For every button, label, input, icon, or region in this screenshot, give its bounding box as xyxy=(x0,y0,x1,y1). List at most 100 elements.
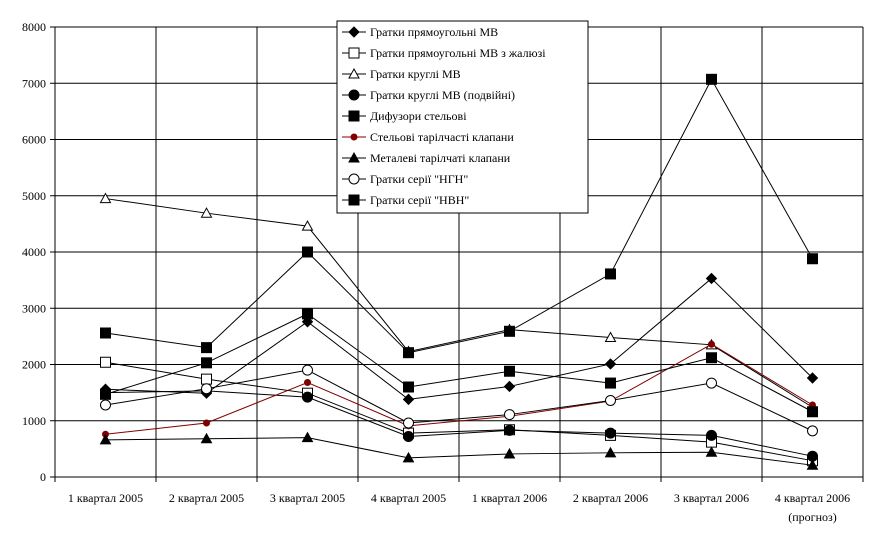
data-point xyxy=(301,220,314,231)
data-point xyxy=(403,417,414,429)
series-line xyxy=(105,369,813,432)
data-point xyxy=(605,427,616,439)
legend-entry: Гратки круглі МВ xyxy=(342,67,461,81)
data-point xyxy=(708,340,715,348)
data-point xyxy=(301,431,314,443)
data-point xyxy=(302,246,313,258)
data-point xyxy=(348,151,360,163)
series-line xyxy=(105,198,813,408)
legend-label: Дифузори стельові xyxy=(370,109,467,123)
legend-label: Гратки серії "НВН" xyxy=(370,193,469,207)
x-tick-label: 1 квартал 2005 xyxy=(68,491,143,505)
data-point xyxy=(807,406,818,418)
legend-entry: Гратки прямоугольні МВ з жалюзі xyxy=(342,46,546,60)
data-point xyxy=(200,207,213,218)
data-point xyxy=(402,451,415,463)
y-tick-label: 8000 xyxy=(22,20,46,34)
y-tick-label: 5000 xyxy=(22,189,46,203)
data-point xyxy=(201,357,212,369)
legend-label: Гратки прямоугольні МВ xyxy=(370,25,498,39)
x-tick-label: 4 квартал 2006 xyxy=(775,491,850,505)
legend-entry: Гратки круглі МВ (подвійні) xyxy=(342,88,515,102)
data-point xyxy=(403,431,414,442)
data-point xyxy=(100,356,111,368)
legend-label: Стельові тарілчасті клапани xyxy=(370,130,514,144)
data-point xyxy=(706,73,717,85)
legend-label: Гратки круглі МВ xyxy=(370,67,461,81)
data-point xyxy=(705,446,718,457)
data-point xyxy=(350,133,358,141)
data-point xyxy=(806,459,819,470)
data-point xyxy=(403,347,414,359)
data-point xyxy=(706,377,717,389)
y-tick-label: 2000 xyxy=(22,358,46,372)
data-point xyxy=(348,67,360,79)
data-point xyxy=(705,272,718,285)
data-point xyxy=(201,383,212,395)
chart-legend: Гратки прямоугольні МВ Гратки прямоугольн… xyxy=(336,20,589,214)
legend-entry: Гратки серії "НГН" xyxy=(342,172,468,186)
data-point xyxy=(99,433,112,445)
data-point xyxy=(807,253,818,265)
data-point xyxy=(504,424,515,436)
data-point xyxy=(604,358,617,370)
data-point xyxy=(99,192,112,204)
legend-entry: Дифузори стельові xyxy=(342,109,467,123)
y-tick-label: 4000 xyxy=(22,245,46,259)
series-9 xyxy=(100,308,818,418)
data-point xyxy=(302,308,313,320)
data-point xyxy=(100,399,111,411)
data-point xyxy=(604,331,617,342)
x-tick-label: 2 квартал 2006 xyxy=(573,491,648,505)
data-point xyxy=(100,327,111,339)
series-5 xyxy=(100,73,818,359)
data-point xyxy=(402,393,415,406)
series-8 xyxy=(100,364,818,437)
data-point xyxy=(504,409,515,421)
series-line xyxy=(105,313,813,413)
legend-entry: Стельові тарілчасті клапани xyxy=(342,130,514,144)
data-point xyxy=(605,395,616,406)
y-tick-label: 0 xyxy=(40,470,46,484)
data-point xyxy=(201,342,212,354)
legend-entry: Металеві тарілчаті клапани xyxy=(342,151,511,165)
data-point xyxy=(503,447,516,459)
data-point xyxy=(504,325,515,337)
y-tick-label: 6000 xyxy=(22,133,46,147)
data-point xyxy=(200,432,213,444)
legend-label: Металеві тарілчаті клапани xyxy=(370,151,511,165)
legend-label: Гратки прямоугольні МВ з жалюзі xyxy=(370,46,546,60)
data-point xyxy=(706,352,717,364)
series-line xyxy=(105,437,813,466)
data-point xyxy=(403,381,414,393)
legend-entry: Гратки прямоугольні МВ xyxy=(342,25,498,39)
legend-box xyxy=(336,20,589,214)
series-line xyxy=(105,343,813,435)
legend-label: Гратки серії "НГН" xyxy=(370,172,468,186)
data-point xyxy=(201,373,212,385)
data-point xyxy=(203,419,210,427)
x-tick-label: 3 квартал 2005 xyxy=(270,491,345,505)
chart-axes: 0 1000 2000 3000 4000 5000 6000 7000 8000 1 кварт… xyxy=(22,20,864,524)
data-point xyxy=(348,47,360,59)
data-point xyxy=(604,446,617,458)
legend-label: Гратки круглі МВ (подвійні) xyxy=(370,88,515,102)
series-line xyxy=(105,361,813,462)
data-point xyxy=(605,377,616,389)
y-tick-label: 3000 xyxy=(22,301,46,315)
data-point xyxy=(302,364,313,376)
data-point xyxy=(348,89,360,101)
y-tick-label: 7000 xyxy=(22,76,46,90)
chart-series xyxy=(99,73,819,470)
data-point xyxy=(100,388,111,400)
series-7 xyxy=(99,431,819,470)
y-tick-label: 1000 xyxy=(22,414,46,428)
legend-entry: Гратки серії "НВН" xyxy=(342,193,469,207)
data-point xyxy=(807,425,818,437)
x-tick-label: 3 квартал 2006 xyxy=(674,491,749,505)
x-tick-sublabel: (прогноз) xyxy=(788,510,837,524)
data-point xyxy=(348,110,360,122)
data-point xyxy=(302,391,313,403)
series-line xyxy=(105,390,813,457)
